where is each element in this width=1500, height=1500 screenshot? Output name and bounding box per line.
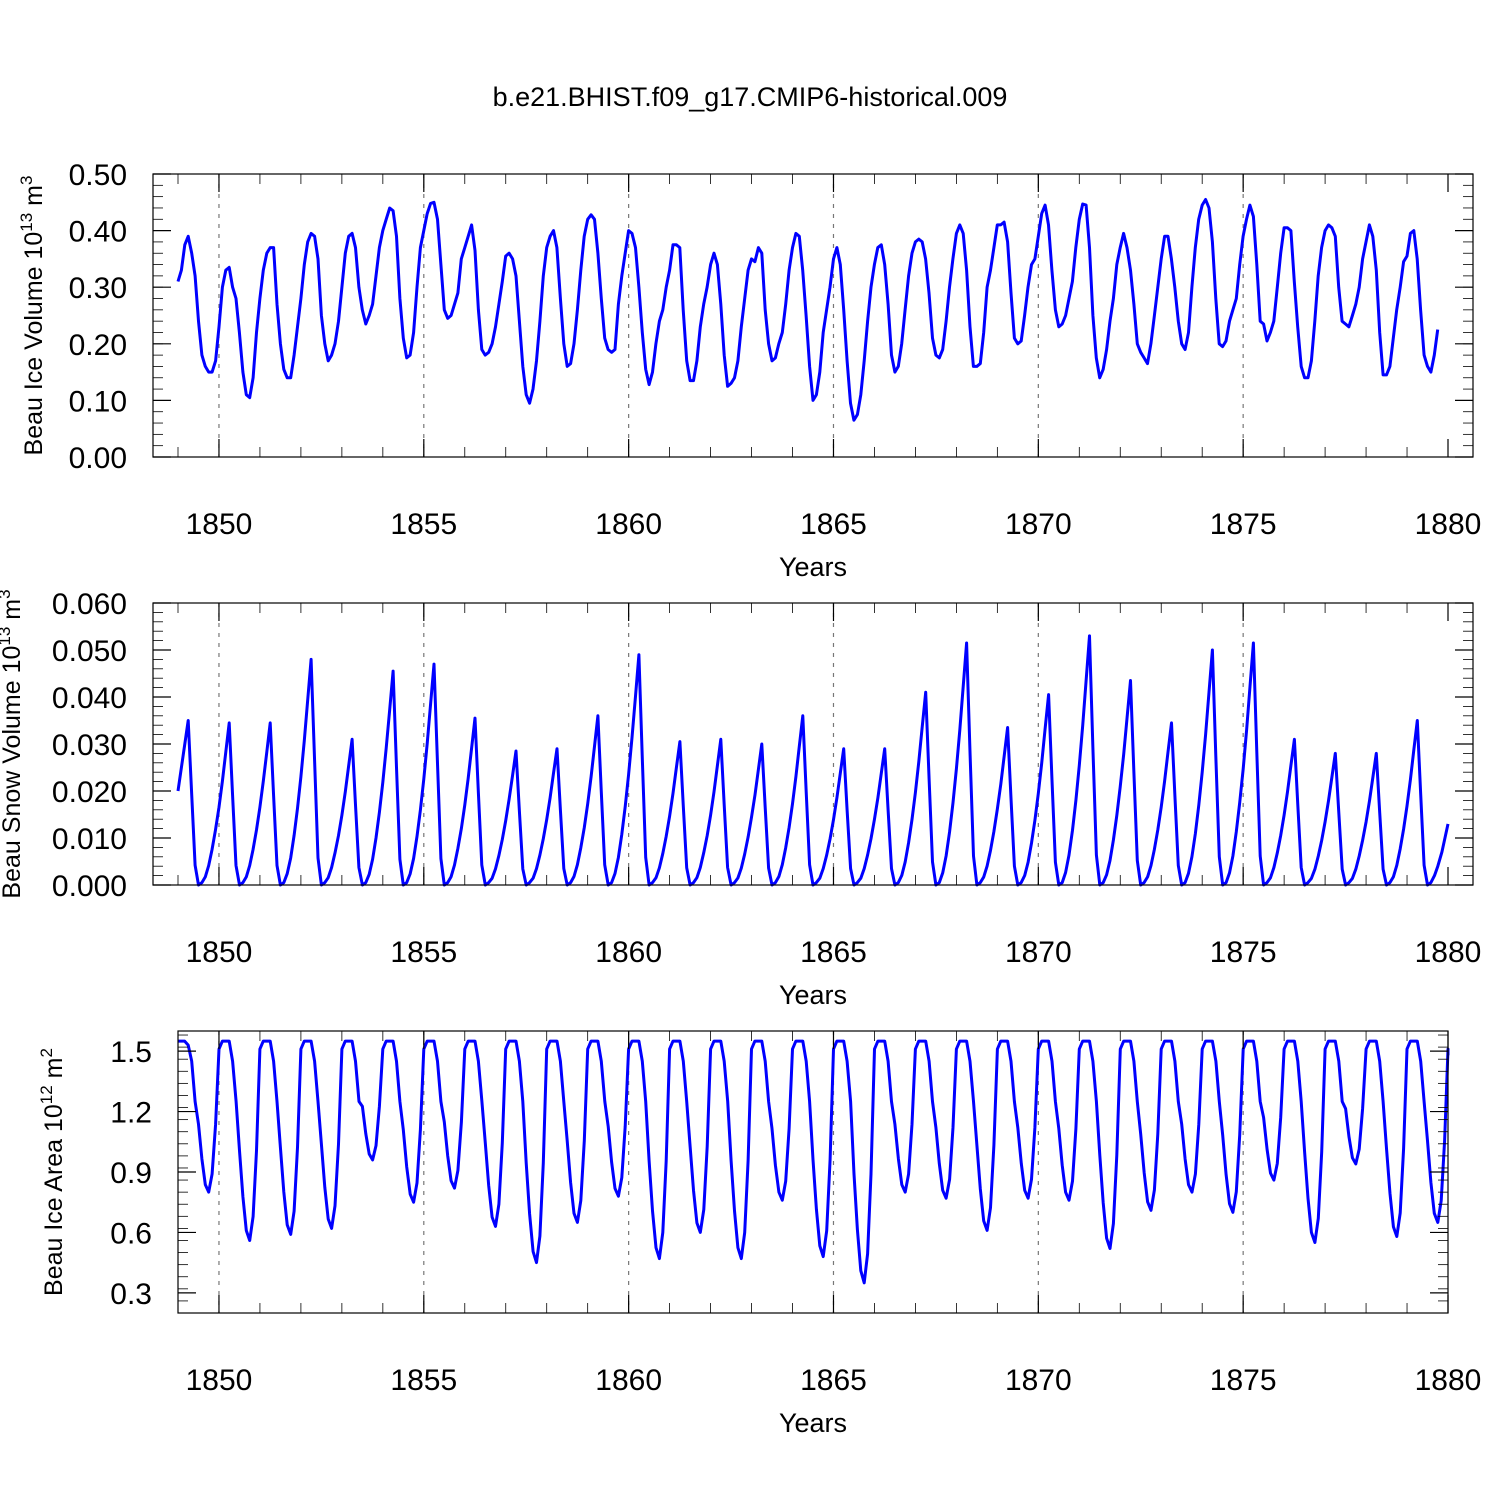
y-tick-label: 0.050	[52, 635, 127, 668]
series-line-beau-snow-volume	[176, 634, 1450, 887]
y-tick-label: 0.9	[110, 1157, 152, 1190]
x-tick-label: 1865	[800, 508, 867, 541]
series-line-beau-ice-area	[178, 1039, 1450, 1285]
x-tick-label: 1870	[1005, 508, 1072, 541]
series-line-beau-ice-volume	[176, 198, 1440, 422]
y-tick-label: 0.030	[52, 729, 127, 762]
x-tick-label: 1860	[595, 1364, 662, 1397]
x-tick-label: 1865	[800, 936, 867, 969]
x-tick-label: 1850	[186, 936, 253, 969]
x-tick-label: 1860	[595, 936, 662, 969]
x-tick-label: 1855	[390, 1364, 457, 1397]
y-tick-label: 0.000	[52, 870, 127, 903]
x-tick-label: 1855	[390, 936, 457, 969]
y-tick-label: 0.30	[69, 272, 127, 305]
x-axis-title: Years	[779, 552, 847, 582]
panel-ice-area: 0.3 0.6 0.9 1.2 1.5 1850 1855 1860 1865 1870 1875 1…	[37, 1030, 1482, 1438]
x-axis-title: Years	[779, 1408, 847, 1438]
y-tick-label: 0.010	[52, 823, 127, 856]
panel-snow-volume: 0.000 0.010 0.020 0.030 0.040 0.050 0.060 1850 1…	[0, 588, 1481, 1010]
x-tick-label: 1880	[1415, 508, 1482, 541]
y-tick-label: 1.2	[110, 1097, 152, 1130]
x-tick-label: 1880	[1415, 1364, 1482, 1397]
y-tick-label: 0.00	[69, 442, 127, 475]
y-tick-label: 0.50	[69, 159, 127, 192]
x-tick-label: 1870	[1005, 1364, 1072, 1397]
figure-title: b.e21.BHIST.f09_g17.CMIP6-historical.009	[492, 82, 1008, 112]
y-tick-label: 0.6	[110, 1217, 152, 1250]
y-tick-label: 0.060	[52, 588, 127, 621]
y-tick-label: 0.3	[110, 1278, 152, 1311]
x-axis-title: Years	[779, 980, 847, 1010]
panel-ice-volume: 0.00 0.10 0.20 0.30 0.40 0.50 1850 1855 1860 1865…	[17, 159, 1481, 582]
plot-frame	[152, 173, 1474, 458]
y-axis-title: Beau Ice Volume 1013 m3	[17, 176, 48, 456]
y-tick-label: 1.5	[110, 1036, 152, 1069]
y-axis-title: Beau Ice Area 1012 m2	[37, 1048, 68, 1296]
x-tick-label: 1865	[800, 1364, 867, 1397]
y-axis-title: Beau Snow Volume 1013 m3	[0, 589, 26, 898]
x-tick-label: 1860	[595, 508, 662, 541]
y-tick-label: 0.40	[69, 216, 127, 249]
x-tick-label: 1875	[1210, 1364, 1277, 1397]
y-tick-label: 0.10	[69, 385, 127, 418]
y-tick-label: 0.020	[52, 776, 127, 809]
x-tick-label: 1875	[1210, 508, 1277, 541]
x-tick-label: 1870	[1005, 936, 1072, 969]
x-tick-label: 1850	[186, 1364, 253, 1397]
x-tick-label: 1880	[1415, 936, 1482, 969]
y-tick-label: 0.20	[69, 329, 127, 362]
x-tick-label: 1855	[390, 508, 457, 541]
x-tick-label: 1875	[1210, 936, 1277, 969]
x-tick-label: 1850	[186, 508, 253, 541]
y-tick-label: 0.040	[52, 682, 127, 715]
